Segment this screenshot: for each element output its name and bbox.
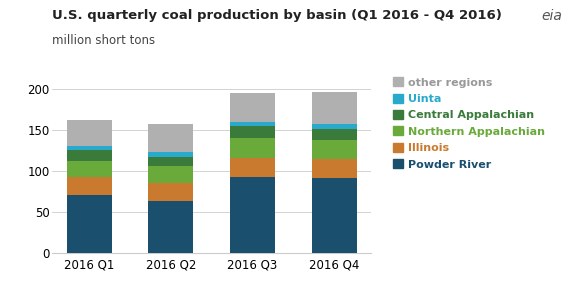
Bar bbox=[312, 129, 357, 140]
Legend: other regions, Uinta, Central Appalachian, Northern Appalachian, Illinois, Powde: other regions, Uinta, Central Appalachia… bbox=[393, 77, 545, 170]
Bar bbox=[67, 150, 111, 161]
Bar bbox=[67, 195, 111, 253]
Bar bbox=[67, 120, 111, 146]
Text: million short tons: million short tons bbox=[52, 34, 155, 47]
Bar bbox=[312, 178, 357, 253]
Bar bbox=[230, 177, 275, 253]
Bar bbox=[148, 166, 193, 183]
Bar bbox=[67, 146, 111, 150]
Bar bbox=[148, 183, 193, 201]
Bar bbox=[312, 140, 357, 159]
Bar bbox=[67, 177, 111, 195]
Bar bbox=[230, 138, 275, 158]
Bar bbox=[230, 158, 275, 177]
Bar bbox=[230, 126, 275, 138]
Bar bbox=[148, 124, 193, 152]
Bar bbox=[312, 159, 357, 178]
Bar bbox=[148, 152, 193, 157]
Bar bbox=[312, 124, 357, 129]
Bar bbox=[312, 92, 357, 124]
Text: eia: eia bbox=[542, 9, 563, 23]
Bar bbox=[67, 161, 111, 177]
Bar bbox=[148, 201, 193, 253]
Bar bbox=[230, 122, 275, 126]
Bar bbox=[230, 94, 275, 122]
Bar bbox=[148, 157, 193, 166]
Text: U.S. quarterly coal production by basin (Q1 2016 - Q4 2016): U.S. quarterly coal production by basin … bbox=[52, 9, 502, 22]
